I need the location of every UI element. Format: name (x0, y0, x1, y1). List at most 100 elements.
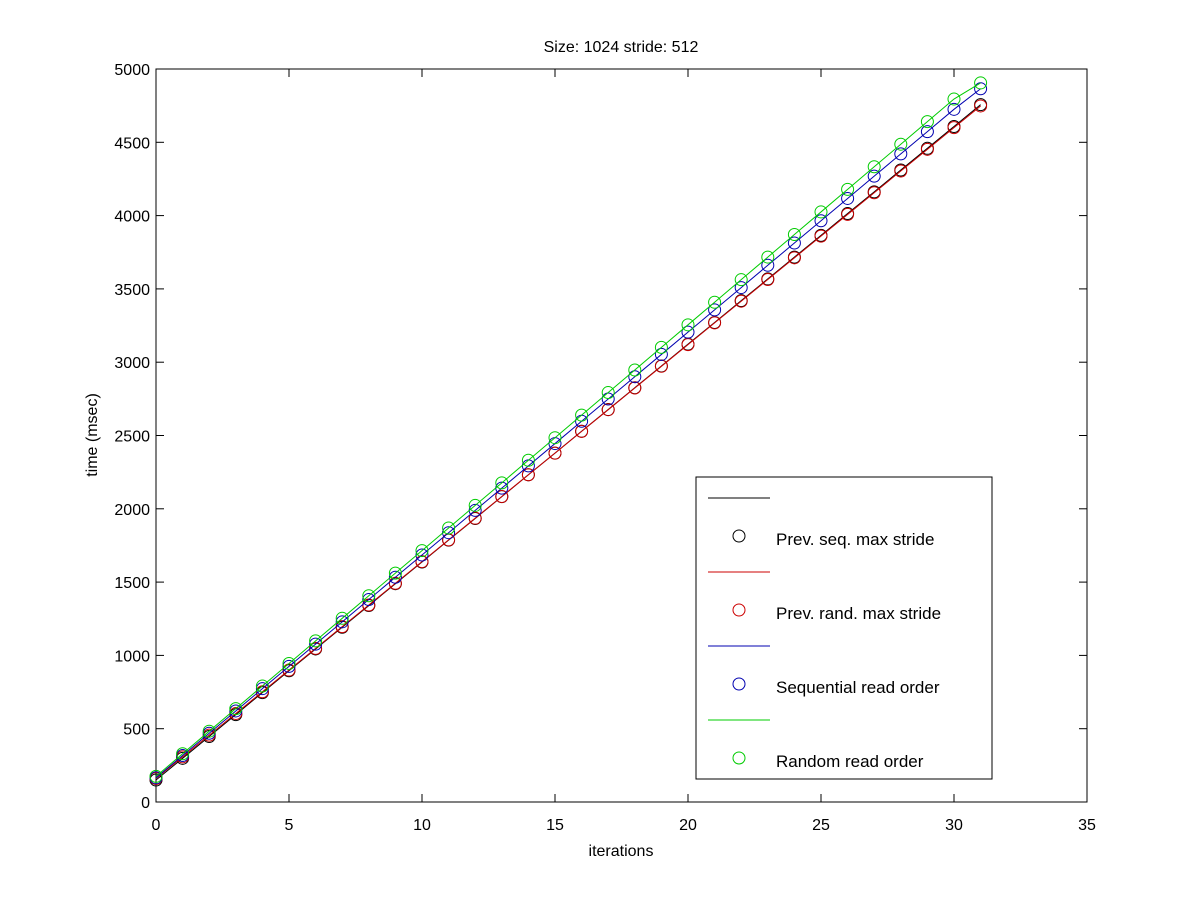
data-point (309, 634, 323, 648)
y-tick-label: 5000 (114, 62, 150, 79)
x-tick-label: 0 (152, 817, 161, 834)
data-point (920, 115, 934, 129)
data-point (947, 92, 961, 106)
y-tick-label: 1500 (114, 575, 150, 592)
legend-label: Prev. seq. max stride (776, 530, 934, 549)
legend-label: Sequential read order (776, 678, 940, 697)
x-tick-label: 35 (1078, 817, 1096, 834)
x-tick-label: 5 (285, 817, 294, 834)
data-point (628, 381, 642, 395)
data-point (734, 281, 748, 295)
series-layer (149, 76, 988, 787)
data-point (255, 682, 269, 696)
data-point (761, 258, 775, 272)
data-point (229, 702, 243, 716)
data-point (947, 102, 961, 116)
y-tick-label: 4500 (114, 135, 150, 152)
data-point (176, 747, 190, 761)
y-tick-label: 0 (141, 795, 150, 812)
data-point (841, 191, 855, 205)
data-point (920, 125, 934, 139)
data-point (867, 186, 881, 200)
y-tick-label: 1000 (114, 648, 150, 665)
data-point (654, 347, 668, 361)
data-point (282, 659, 296, 673)
data-point (601, 403, 615, 417)
data-point (495, 476, 509, 490)
data-point (708, 295, 722, 309)
x-tick-label: 20 (679, 817, 697, 834)
data-point (787, 251, 801, 265)
data-point (841, 182, 855, 196)
data-point (495, 489, 509, 503)
data-point (575, 424, 589, 438)
data-point (841, 207, 855, 221)
data-point (468, 498, 482, 512)
x-tick-label: 15 (546, 817, 564, 834)
data-point (974, 76, 988, 90)
data-point (894, 164, 908, 178)
data-point (867, 169, 881, 183)
data-point (309, 637, 323, 651)
y-axis-label: time (msec) (84, 393, 101, 477)
x-axis: 0 5 10 15 20 25 30 35 (152, 69, 1096, 834)
legend-marker (732, 677, 746, 691)
data-point (787, 236, 801, 250)
data-point (255, 679, 269, 693)
data-point (974, 82, 988, 96)
data-point (388, 566, 402, 580)
data-point (309, 641, 323, 655)
x-tick-label: 10 (413, 817, 431, 834)
data-point (894, 147, 908, 161)
y-tick-label: 2000 (114, 502, 150, 519)
data-point (734, 294, 748, 308)
data-point (894, 137, 908, 151)
data-point (575, 408, 589, 422)
data-point (548, 431, 562, 445)
data-point (920, 142, 934, 156)
y-tick-label: 3000 (114, 355, 150, 372)
y-tick-label: 500 (123, 722, 150, 739)
data-point (362, 589, 376, 603)
x-axis-label: iterations (589, 843, 654, 860)
data-point (388, 570, 402, 584)
data-point (867, 160, 881, 174)
y-tick-label: 4000 (114, 209, 150, 226)
data-point (521, 453, 535, 467)
data-point (468, 511, 482, 525)
data-point (681, 325, 695, 339)
series-3 (149, 76, 988, 783)
data-point (681, 318, 695, 332)
legend-marker (732, 751, 746, 765)
legend-marker (732, 529, 746, 543)
data-point (149, 769, 163, 783)
data-point (282, 656, 296, 670)
data-point (814, 205, 828, 219)
data-point (335, 615, 349, 629)
legend-marker (732, 603, 746, 617)
data-point (415, 548, 429, 562)
legend-label: Prev. rand. max stride (776, 604, 941, 623)
x-tick-label: 30 (945, 817, 963, 834)
legend: Prev. seq. max stride Prev. rand. max str… (695, 476, 993, 780)
data-point (761, 273, 775, 287)
legend-label: Random read order (776, 752, 924, 771)
data-point (708, 303, 722, 317)
data-point (202, 724, 216, 738)
data-point (947, 121, 961, 135)
y-axis: 0 500 1000 1500 2000 2500 3000 3500 4000 4500 5000 (114, 62, 1087, 812)
data-point (628, 363, 642, 377)
data-point (974, 99, 988, 113)
data-point (335, 611, 349, 625)
data-point (521, 468, 535, 482)
data-point (415, 544, 429, 558)
y-tick-label: 2500 (114, 429, 150, 446)
data-point (814, 229, 828, 243)
data-point (628, 370, 642, 384)
data-point (362, 593, 376, 607)
data-point (601, 386, 615, 400)
chart-title: Size: 1024 stride: 512 (544, 39, 699, 56)
data-point (548, 446, 562, 460)
data-point (734, 273, 748, 287)
